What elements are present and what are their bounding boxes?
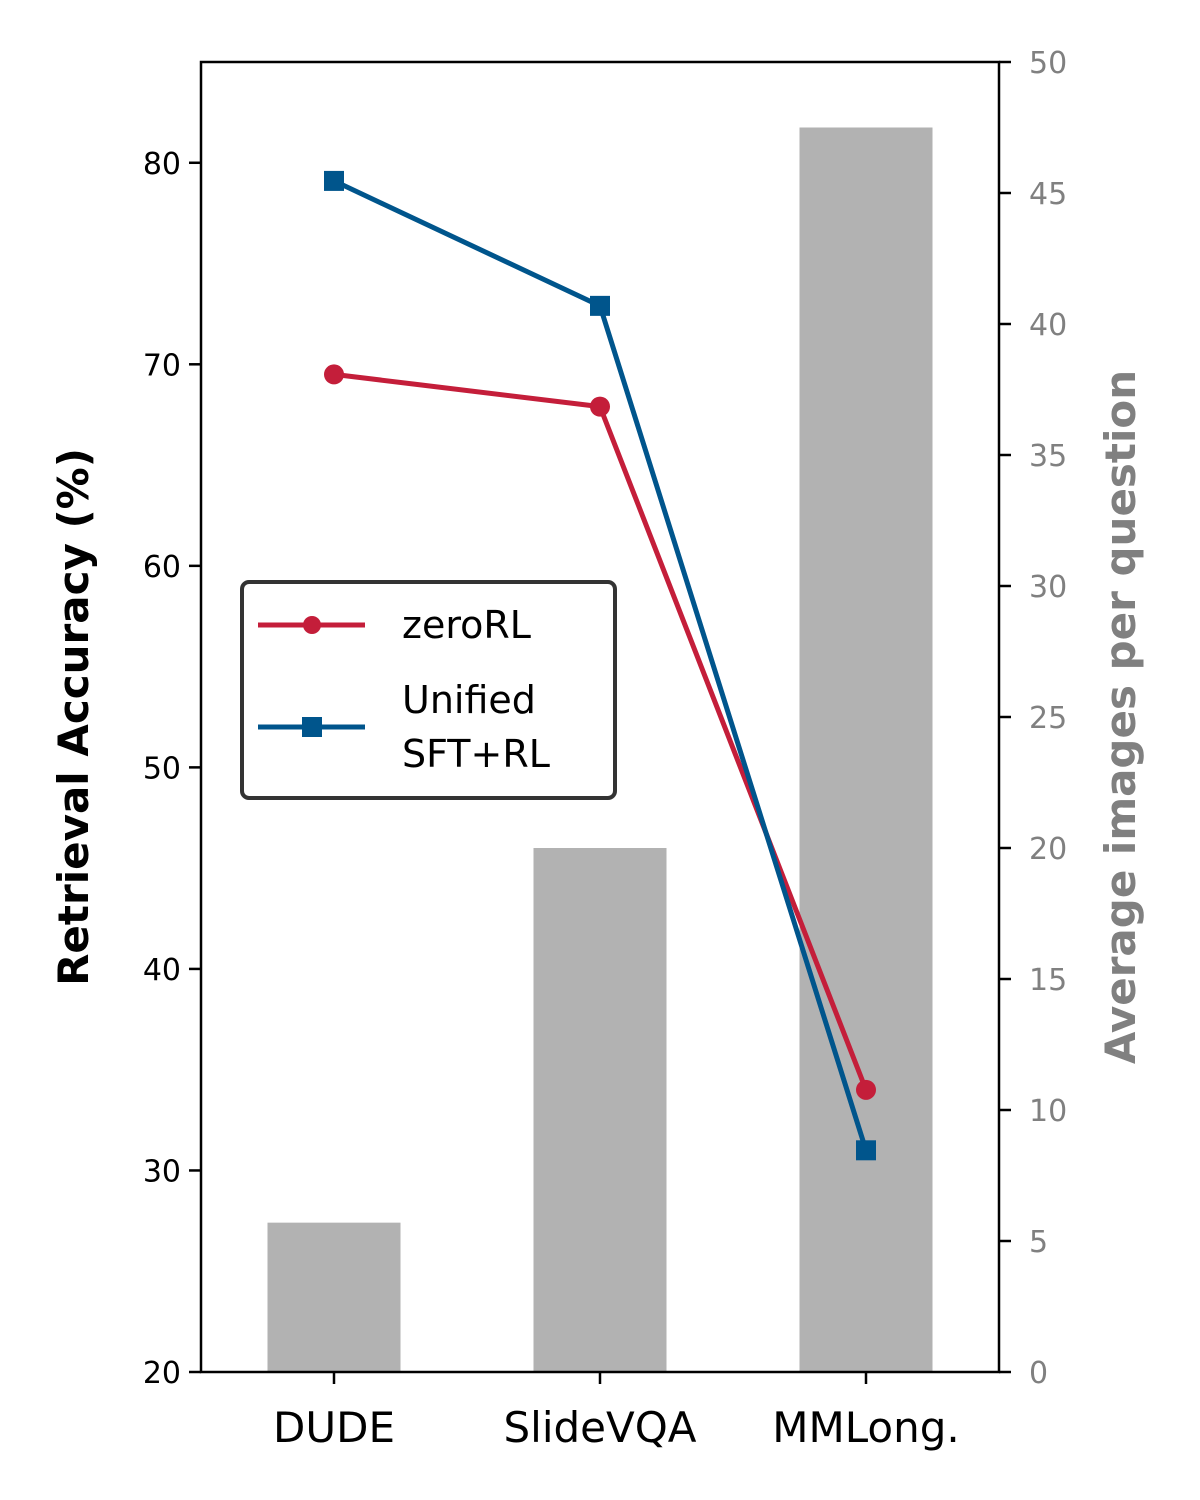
bar-slidevqa [533,848,667,1372]
x-tick-label-mmlong: MMLong. [772,1403,959,1452]
right-axis-label: Average images per question [1096,370,1145,1064]
x-tick-label-slidevqa: SlideVQA [503,1403,696,1452]
right-tick-label: 25 [1029,701,1067,736]
right-tick-label: 20 [1029,832,1067,867]
left-tick-label: 30 [143,1154,181,1189]
left-tick-label: 60 [143,550,181,585]
bar-dude [267,1222,401,1372]
point-zerorl-slidevqa [590,396,610,417]
legend: zeroRL Unified SFT+RL [240,580,617,800]
right-tick-label: 45 [1029,177,1067,212]
left-axis-ticks: 20 30 40 50 60 70 80 [143,147,201,1391]
legend-label-unified-sft-rl: Unified SFT+RL [402,678,550,776]
left-tick-label: 20 [143,1356,181,1391]
point-unified-sft-rl-dude [324,170,344,191]
bar-mmlong [799,127,933,1372]
point-unified-sft-rl-slidevqa [590,295,610,316]
right-tick-label: 0 [1029,1356,1048,1391]
right-tick-label: 35 [1029,439,1067,474]
legend-entries: zeroRL Unified SFT+RL [258,603,550,776]
right-tick-label: 50 [1029,46,1067,81]
right-tick-label: 5 [1029,1225,1048,1260]
left-tick-label: 40 [143,953,181,988]
x-tick-label-dude: DUDE [273,1403,395,1452]
point-zerorl-dude [324,364,344,385]
left-tick-label: 70 [143,348,181,383]
right-tick-label: 15 [1029,963,1067,998]
left-axis-label: Retrieval Accuracy (%) [49,448,98,986]
right-tick-label: 30 [1029,570,1067,605]
left-tick-label: 50 [143,751,181,786]
right-tick-label: 10 [1029,1094,1067,1129]
point-unified-sft-rl-mmlong [856,1140,876,1161]
right-tick-label: 40 [1029,308,1067,343]
left-tick-label: 80 [143,147,181,182]
point-zerorl-mmlong [856,1079,876,1100]
bars-layer [267,127,933,1372]
legend-box [240,580,617,800]
legend-label-zerorl: zeroRL [402,603,531,647]
right-axis-ticks: 0 5 10 15 20 25 30 35 40 45 50 [999,46,1067,1391]
legend-swatch-marker-zerorl [303,616,321,634]
lines-layer [324,170,876,1161]
x-axis-ticks: DUDE SlideVQA MMLong. [273,1372,960,1452]
legend-swatch-marker-unified-sft-rl [302,717,322,737]
